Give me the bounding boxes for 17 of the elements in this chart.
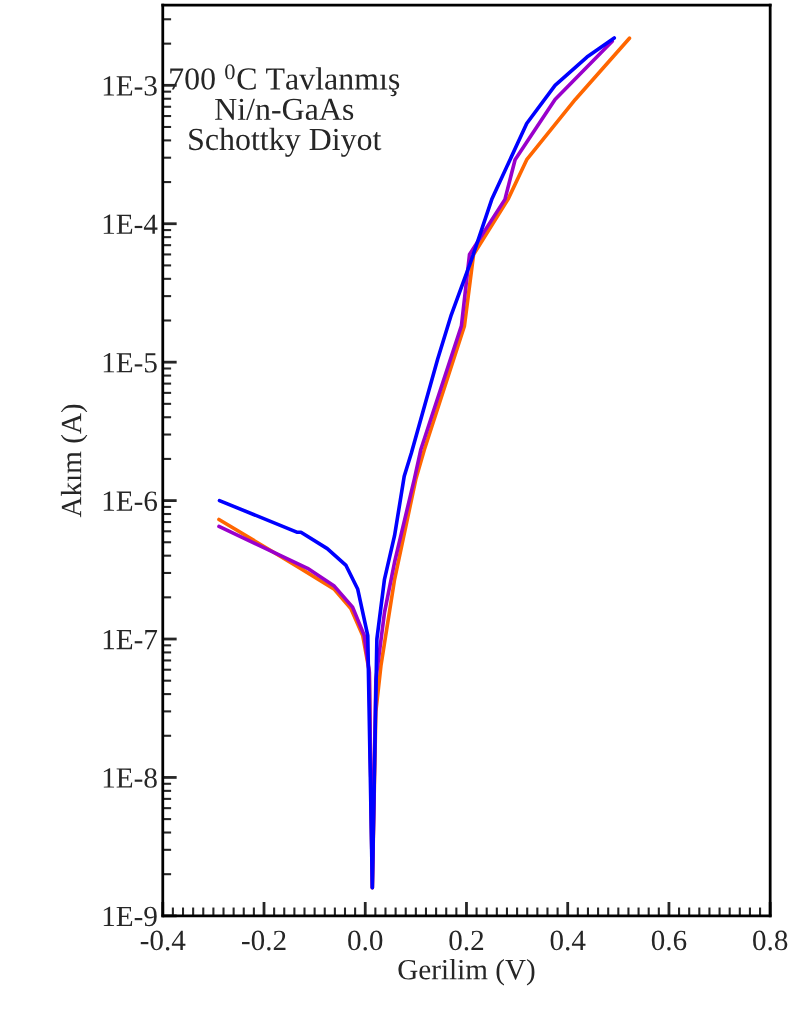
x-tick-label: 0.4 <box>550 930 586 951</box>
y-tick-label: 1E-4 <box>103 214 158 234</box>
x-tick-label: -0.2 <box>242 930 286 951</box>
y-axis-title: Akım (A) <box>60 404 88 518</box>
y-tick-label: 1E-6 <box>103 491 158 511</box>
y-tick-label: 1E-9 <box>103 906 157 927</box>
x-tick-label: 0.8 <box>753 930 788 951</box>
annotation: 700 $^{0}$C Tavlanmış Ni/n-GaAs Schottky Diyot <box>170 64 400 157</box>
y-tick-label: 1E-8 <box>103 768 157 788</box>
x-axis-title: Gerilim (V) <box>398 958 535 986</box>
y-tick-label: 1E-7 <box>103 629 158 650</box>
x-tick-label: -0.4 <box>140 930 186 951</box>
y-tick-label: 1E-3 <box>103 76 157 96</box>
y-tick-label: 1E-5 <box>103 353 157 373</box>
x-tick-label: 0.0 <box>348 930 383 951</box>
x-tick-label: 0.2 <box>449 930 484 951</box>
x-tick-label: 0.6 <box>651 930 687 951</box>
